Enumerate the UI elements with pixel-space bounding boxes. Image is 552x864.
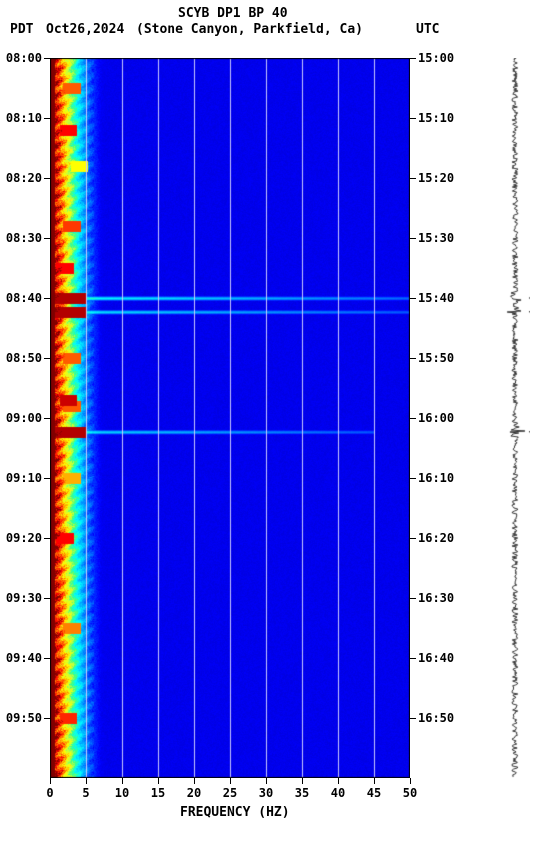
- y-tick-mark-left: [44, 118, 50, 119]
- y-tick-mark-left: [44, 658, 50, 659]
- header-date: Oct26,2024: [46, 22, 124, 37]
- x-tick-mark: [86, 778, 87, 784]
- pdt-time-label: 08:40: [2, 291, 42, 305]
- utc-time-label: 15:50: [418, 351, 454, 365]
- y-tick-mark-left: [44, 598, 50, 599]
- y-tick-mark-right: [410, 298, 416, 299]
- seismogram-canvas: [500, 58, 530, 778]
- x-tick-label: 5: [82, 786, 89, 800]
- x-tick-label: 25: [223, 786, 237, 800]
- utc-time-label: 15:40: [418, 291, 454, 305]
- x-tick-label: 35: [295, 786, 309, 800]
- utc-time-label: 16:20: [418, 531, 454, 545]
- x-tick-mark: [302, 778, 303, 784]
- pdt-time-label: 09:40: [2, 651, 42, 665]
- y-tick-mark-right: [410, 178, 416, 179]
- pdt-time-label: 08:20: [2, 171, 42, 185]
- x-tick-label: 20: [187, 786, 201, 800]
- y-tick-mark-right: [410, 718, 416, 719]
- y-tick-mark-left: [44, 478, 50, 479]
- seismogram-trace: [500, 58, 530, 778]
- header-pdt: PDT: [10, 22, 33, 37]
- y-tick-mark-right: [410, 598, 416, 599]
- y-tick-mark-left: [44, 358, 50, 359]
- y-tick-mark-left: [44, 718, 50, 719]
- y-tick-mark-left: [44, 418, 50, 419]
- y-tick-mark-right: [410, 358, 416, 359]
- pdt-time-label: 09:30: [2, 591, 42, 605]
- pdt-time-label: 08:30: [2, 231, 42, 245]
- pdt-time-label: 08:50: [2, 351, 42, 365]
- pdt-time-label: 09:50: [2, 711, 42, 725]
- y-tick-mark-right: [410, 238, 416, 239]
- pdt-time-label: 08:10: [2, 111, 42, 125]
- pdt-time-label: 09:00: [2, 411, 42, 425]
- pdt-time-label: 09:10: [2, 471, 42, 485]
- x-tick-mark: [410, 778, 411, 784]
- x-tick-label: 10: [115, 786, 129, 800]
- spectrogram-canvas: [50, 58, 410, 778]
- x-axis-label: FREQUENCY (HZ): [180, 805, 290, 820]
- pdt-time-label: 08:00: [2, 51, 42, 65]
- x-tick-label: 50: [403, 786, 417, 800]
- y-tick-mark-right: [410, 118, 416, 119]
- y-tick-mark-right: [410, 478, 416, 479]
- utc-time-label: 15:10: [418, 111, 454, 125]
- x-tick-label: 30: [259, 786, 273, 800]
- x-tick-mark: [266, 778, 267, 784]
- x-tick-mark: [230, 778, 231, 784]
- spectrogram-plot: [50, 58, 410, 778]
- x-tick-mark: [194, 778, 195, 784]
- x-tick-mark: [374, 778, 375, 784]
- y-tick-mark-left: [44, 58, 50, 59]
- y-tick-mark-right: [410, 418, 416, 419]
- y-tick-mark-left: [44, 238, 50, 239]
- x-tick-mark: [122, 778, 123, 784]
- utc-time-label: 15:30: [418, 231, 454, 245]
- y-tick-mark-right: [410, 658, 416, 659]
- x-tick-label: 15: [151, 786, 165, 800]
- utc-time-label: 16:50: [418, 711, 454, 725]
- header-utc: UTC: [416, 22, 439, 37]
- title-line1: SCYB DP1 BP 40: [178, 6, 288, 21]
- y-tick-mark-left: [44, 538, 50, 539]
- utc-time-label: 16:30: [418, 591, 454, 605]
- utc-time-label: 16:10: [418, 471, 454, 485]
- x-tick-mark: [158, 778, 159, 784]
- y-tick-mark-left: [44, 298, 50, 299]
- x-tick-label: 0: [46, 786, 53, 800]
- utc-time-label: 15:00: [418, 51, 454, 65]
- x-tick-mark: [50, 778, 51, 784]
- header-station: (Stone Canyon, Parkfield, Ca): [136, 22, 363, 37]
- x-tick-mark: [338, 778, 339, 784]
- x-tick-label: 40: [331, 786, 345, 800]
- utc-time-label: 16:40: [418, 651, 454, 665]
- x-tick-label: 45: [367, 786, 381, 800]
- spectrogram-figure: SCYB DP1 BP 40 PDT Oct26,2024 (Stone Can…: [0, 0, 552, 864]
- pdt-time-label: 09:20: [2, 531, 42, 545]
- y-tick-mark-right: [410, 538, 416, 539]
- y-tick-mark-left: [44, 178, 50, 179]
- utc-time-label: 15:20: [418, 171, 454, 185]
- utc-time-label: 16:00: [418, 411, 454, 425]
- y-tick-mark-right: [410, 58, 416, 59]
